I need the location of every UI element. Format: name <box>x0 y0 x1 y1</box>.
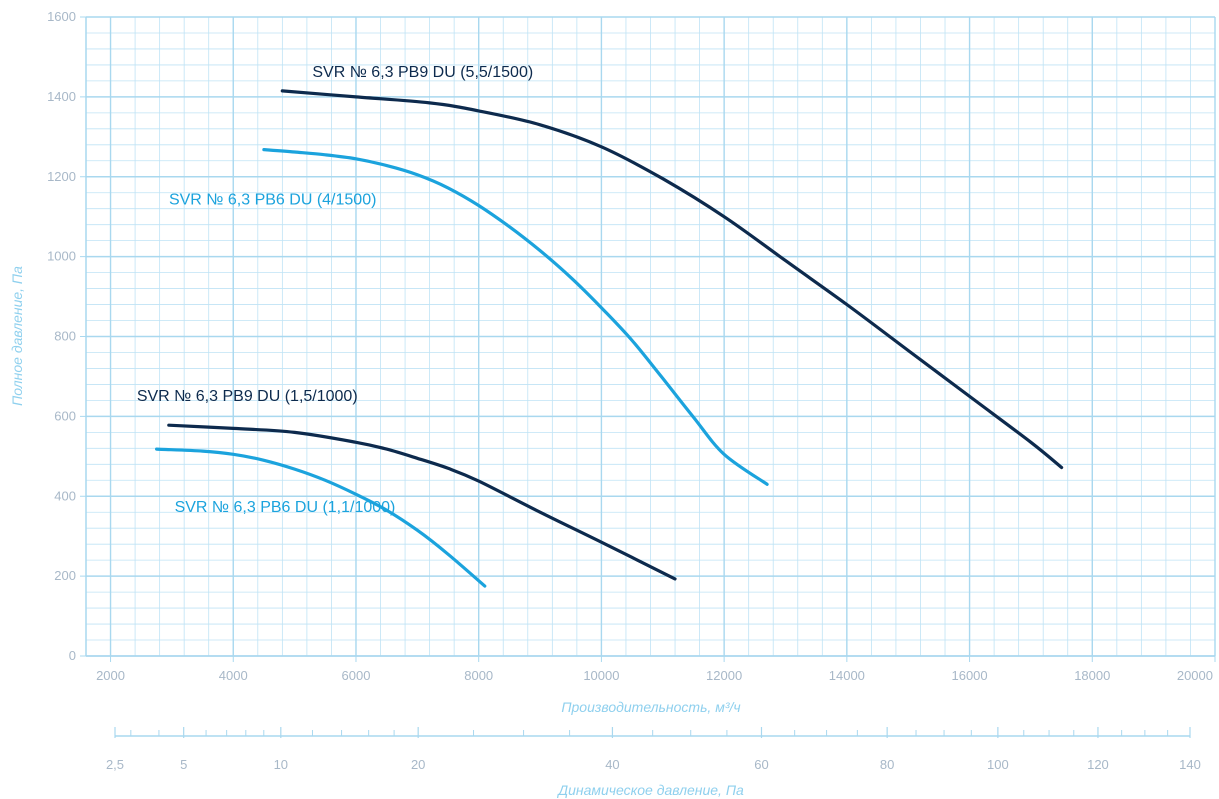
series-line-1 <box>280 89 1064 470</box>
dynamic-pressure-tick-label: 80 <box>880 757 894 772</box>
x-axis-title: Производительность, м³/ч <box>561 699 740 715</box>
x-tick-label: 18000 <box>1074 668 1110 683</box>
x-tick-label: 6000 <box>342 668 371 683</box>
x-tick-label: 10000 <box>583 668 619 683</box>
series-label-4: SVR № 6,3 PB6 DU (1,1/1000) <box>175 499 396 516</box>
y-tick-label: 800 <box>54 329 76 344</box>
y-tick-label: 1600 <box>47 9 76 24</box>
x-tick-label: 12000 <box>706 668 742 683</box>
y-tick-label: 1000 <box>47 249 76 264</box>
x-tick-label: 2000 <box>96 668 125 683</box>
dynamic-pressure-tick-label: 5 <box>180 757 187 772</box>
dynamic-pressure-tick-label: 40 <box>605 757 619 772</box>
y-tick-label: 1200 <box>47 169 76 184</box>
x-tick-label: 4000 <box>219 668 248 683</box>
dynamic-pressure-tick-label: 2,5 <box>106 757 124 772</box>
dynamic-pressure-tick-label: 140 <box>1179 757 1201 772</box>
y-tick-label: 0 <box>69 648 76 663</box>
series-lines <box>155 89 1064 588</box>
dynamic-pressure-tick-label: 10 <box>274 757 288 772</box>
series-label-2: SVR № 6,3 PB6 DU (4/1500) <box>169 192 376 209</box>
y-axis-ticks: 0 200 400 600 800 1000 1200 1400 1600 <box>47 9 86 663</box>
dynamic-pressure-tick-label: 20 <box>411 757 425 772</box>
y-tick-label: 400 <box>54 488 76 503</box>
dynamic-pressure-axis-title: Динамическое давление, Па <box>556 782 744 798</box>
series-label-3: SVR № 6,3 PB9 DU (1,5/1000) <box>137 388 358 405</box>
dynamic-pressure-tick-label: 120 <box>1087 757 1109 772</box>
y-tick-label: 600 <box>54 408 76 423</box>
dynamic-pressure-tick-label: 100 <box>987 757 1009 772</box>
series-line-3 <box>167 423 677 581</box>
y-axis-title: Полное давление, Па <box>9 266 25 406</box>
dynamic-pressure-tick-label: 60 <box>754 757 768 772</box>
x-axis-ticks: 2000 4000 6000 8000 10000 12000 14000 16000 1800… <box>96 656 1216 683</box>
series-line-2 <box>262 148 769 486</box>
series-labels: SVR № 6,3 PB9 DU (5,5/1500) SVR № 6,3 PB6… <box>137 64 533 516</box>
dynamic-pressure-axis: 2,5 5 10 20 40 60 80 100 120 140 <box>106 727 1201 772</box>
x-tick-label: 14000 <box>829 668 865 683</box>
series-line-4 <box>155 447 487 588</box>
series-label-1: SVR № 6,3 PB9 DU (5,5/1500) <box>312 64 533 81</box>
y-tick-label: 200 <box>54 568 76 583</box>
y-tick-label: 1400 <box>47 89 76 104</box>
x-tick-label: 8000 <box>464 668 493 683</box>
x-tick-label: 16000 <box>951 668 987 683</box>
x-tick-label: 20000 <box>1177 668 1213 683</box>
